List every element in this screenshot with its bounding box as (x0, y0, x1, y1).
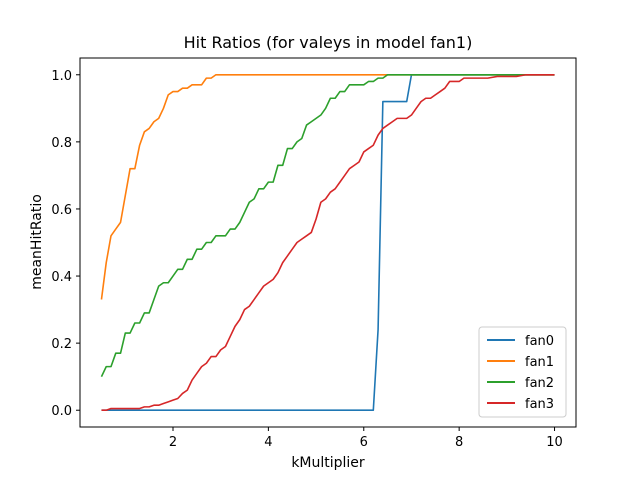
x-tick-label: 8 (455, 435, 463, 450)
series-line-fan2 (100, 73, 555, 378)
x-tick-label: 10 (546, 435, 563, 450)
x-tick-label: 6 (360, 435, 368, 450)
y-tick-label: 0.0 (51, 404, 72, 419)
legend-label-fan1: fan1 (525, 355, 554, 370)
series-line-fan3 (101, 73, 555, 412)
x-tick-label: 4 (264, 435, 272, 450)
y-axis-ticks: 0.0 0.2 0.4 0.6 0.8 1.0 (51, 69, 80, 419)
x-tick-label: 2 (169, 435, 177, 450)
axes-frame (79, 57, 577, 428)
y-tick-label: 1.0 (51, 69, 72, 84)
series-line-fan1 (100, 73, 555, 300)
y-axis-label: meanHitRatio (29, 194, 45, 290)
legend-label-fan0: fan0 (525, 334, 554, 349)
y-tick-label: 0.6 (51, 203, 72, 218)
legend-label-fan2: fan2 (525, 376, 554, 391)
plot-area (79, 57, 577, 428)
y-tick-label: 0.2 (51, 337, 72, 352)
y-tick-label: 0.8 (51, 136, 72, 151)
chart-title: Hit Ratios (for valeys in model fan1) (184, 33, 473, 52)
x-axis-label: kMultiplier (291, 455, 365, 471)
y-tick-label: 0.4 (51, 270, 72, 285)
legend: fan0 fan1 fan2 fan3 (478, 326, 567, 418)
legend-label-fan3: fan3 (525, 397, 554, 412)
x-axis-ticks: 2 4 6 8 10 (169, 427, 563, 450)
legend-box (478, 326, 567, 418)
